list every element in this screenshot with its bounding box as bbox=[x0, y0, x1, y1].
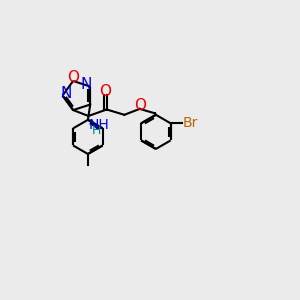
Text: Br: Br bbox=[183, 116, 198, 130]
Text: O: O bbox=[100, 84, 112, 99]
Text: O: O bbox=[134, 98, 146, 113]
Text: NH: NH bbox=[89, 118, 110, 132]
Text: N: N bbox=[80, 77, 92, 92]
Text: N: N bbox=[61, 86, 72, 101]
Text: H: H bbox=[92, 124, 101, 136]
Text: O: O bbox=[67, 70, 79, 85]
